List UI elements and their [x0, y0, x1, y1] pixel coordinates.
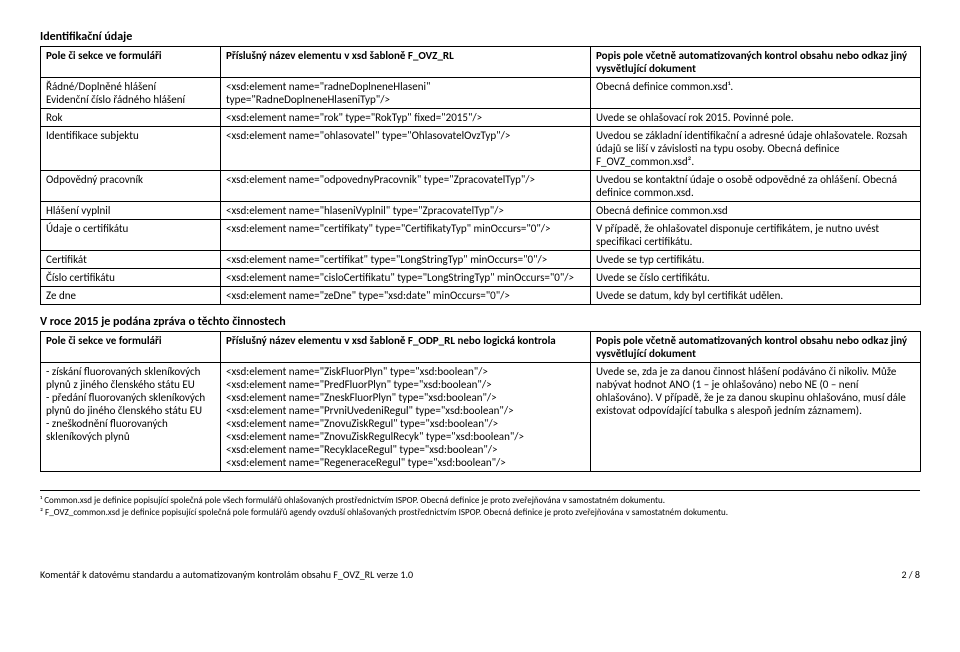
table-cell: <xsd:element name="zeDne" type="xsd:date…	[221, 287, 591, 305]
table-row: Číslo certifikátu<xsd:element name="cisl…	[41, 269, 921, 287]
table-cell: Certifikát	[41, 251, 221, 269]
footnote-2: ² F_OVZ_common.xsd je definice popisujíc…	[40, 507, 920, 519]
table-cell: Hlášení vyplnil	[41, 202, 221, 220]
table-row: Certifikát<xsd:element name="certifikat"…	[41, 251, 921, 269]
table-cell: Uvedou se kontaktní údaje o osobě odpově…	[591, 171, 921, 202]
header-cell: Popis pole včetně automatizovaných kontr…	[591, 332, 921, 363]
footer-right: 2 / 8	[901, 568, 920, 581]
table-cell: Číslo certifikátu	[41, 269, 221, 287]
table-cell: Údaje o certifikátu	[41, 220, 221, 251]
section1-title: Identifikační údaje	[40, 30, 920, 44]
table-row: Řádné/Doplněné hlášení Evidenční číslo ř…	[41, 78, 921, 109]
header-cell: Příslušný název elementu v xsd šabloně F…	[221, 332, 591, 363]
header-cell: Příslušný název elementu v xsd šabloně F…	[221, 47, 591, 78]
table-cell: - získání fluorovaných skleníkových plyn…	[41, 363, 221, 472]
table-cell: V případě, že ohlašovatel disponuje cert…	[591, 220, 921, 251]
table-cell: Obecná definice common.xsd	[591, 202, 921, 220]
table-cell: <xsd:element name="certifikat" type="Lon…	[221, 251, 591, 269]
table-cell: Uvede se číslo certifikátu.	[591, 269, 921, 287]
table-cell: Obecná definice common.xsd¹.	[591, 78, 921, 109]
table-cell: <xsd:element name="ZiskFluorPlyn" type="…	[221, 363, 591, 472]
table-identifikacni-udaje: Pole či sekce ve formuláři Příslušný náz…	[40, 46, 921, 305]
table-cell: Rok	[41, 109, 221, 127]
table-cell: <xsd:element name="ohlasovatel" type="Oh…	[221, 127, 591, 171]
page-footer: Komentář k datovému standardu a automati…	[40, 568, 920, 581]
table-cell: <xsd:element name="rok" type="RokTyp" fi…	[221, 109, 591, 127]
table-row: Ze dne<xsd:element name="zeDne" type="xs…	[41, 287, 921, 305]
table-cell: <xsd:element name="radneDoplneneHlaseni"…	[221, 78, 591, 109]
header-cell: Popis pole včetně automatizovaných kontr…	[591, 47, 921, 78]
table-cell: Řádné/Doplněné hlášení Evidenční číslo ř…	[41, 78, 221, 109]
table-cinnosti: Pole či sekce ve formuláři Příslušný náz…	[40, 331, 921, 472]
table-row: Odpovědný pracovník<xsd:element name="od…	[41, 171, 921, 202]
table-cell: Ze dne	[41, 287, 221, 305]
table-cell: Uvede se, zda je za danou činnost hlášen…	[591, 363, 921, 472]
footer-left: Komentář k datovému standardu a automati…	[40, 568, 413, 581]
table-row: Údaje o certifikátu<xsd:element name="ce…	[41, 220, 921, 251]
table-header-row: Pole či sekce ve formuláři Příslušný náz…	[41, 332, 921, 363]
table-cell: <xsd:element name="certifikaty" type="Ce…	[221, 220, 591, 251]
header-cell: Pole či sekce ve formuláři	[41, 332, 221, 363]
table-cell: Identifikace subjektu	[41, 127, 221, 171]
footnotes: ¹ Common.xsd je definice popisující spol…	[40, 490, 920, 518]
table-cell: <xsd:element name="cisloCertifikatu" typ…	[221, 269, 591, 287]
table-cell: Uvede se datum, kdy byl certifikát uděle…	[591, 287, 921, 305]
table-row: Rok<xsd:element name="rok" type="RokTyp"…	[41, 109, 921, 127]
table-cell: Uvede se typ certifikátu.	[591, 251, 921, 269]
footnote-1: ¹ Common.xsd je definice popisující spol…	[40, 495, 920, 507]
table-row: Hlášení vyplnil<xsd:element name="hlasen…	[41, 202, 921, 220]
header-cell: Pole či sekce ve formuláři	[41, 47, 221, 78]
table-header-row: Pole či sekce ve formuláři Příslušný náz…	[41, 47, 921, 78]
table-row: Identifikace subjektu<xsd:element name="…	[41, 127, 921, 171]
table-cell: <xsd:element name="hlaseniVyplnil" type=…	[221, 202, 591, 220]
table-cell: Uvede se ohlašovací rok 2015. Povinné po…	[591, 109, 921, 127]
table-cell: Uvedou se základní identifikační a adres…	[591, 127, 921, 171]
table-cell: Odpovědný pracovník	[41, 171, 221, 202]
section2-title: V roce 2015 je podána zpráva o těchto či…	[40, 315, 920, 329]
table-cell: <xsd:element name="odpovednyPracovnik" t…	[221, 171, 591, 202]
table-row: - získání fluorovaných skleníkových plyn…	[41, 363, 921, 472]
